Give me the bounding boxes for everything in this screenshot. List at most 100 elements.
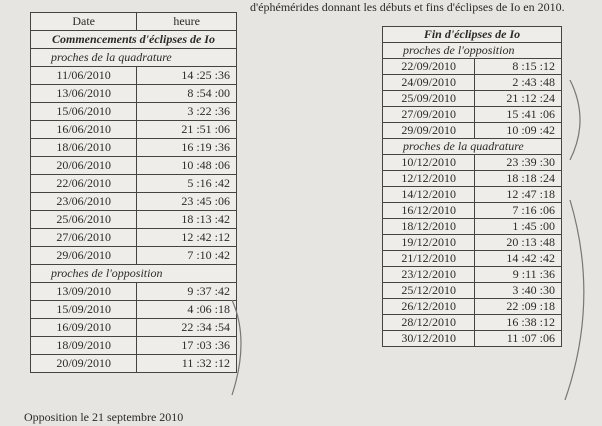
data-row: 26/12/2010 22 :09 :18 <box>381 298 562 315</box>
time-cell: 9 :11 :36 <box>474 266 562 283</box>
header-cell: heure <box>136 12 237 31</box>
data-row: 11/06/2010 14 :25 :36 <box>29 66 237 85</box>
section-label: proches de la quadrature <box>30 48 237 67</box>
date-cell: 15/09/2010 <box>29 300 138 319</box>
date-cell: 27/06/2010 <box>29 228 138 247</box>
time-cell: 14 :42 :42 <box>474 250 562 267</box>
date-cell: 19/12/2010 <box>381 234 476 251</box>
end-table: Fin d'éclipses de Io proches de l'opposit… <box>381 26 562 347</box>
date-cell: 29/09/2010 <box>381 122 476 139</box>
date-cell: 14/12/2010 <box>381 186 476 203</box>
data-row: 15/09/2010 4 :06 :18 <box>29 300 237 319</box>
data-row: 22/06/2010 5 :16 :42 <box>29 174 237 193</box>
time-cell: 7 :16 :06 <box>474 202 562 219</box>
data-row: 18/12/2010 1 :45 :00 <box>381 218 562 235</box>
date-cell: 29/06/2010 <box>29 246 138 265</box>
time-cell: 2 :43 :48 <box>474 74 562 91</box>
time-cell: 16 :19 :36 <box>136 138 237 157</box>
time-cell: 11 :07 :06 <box>474 330 562 347</box>
date-cell: 30/12/2010 <box>381 330 476 347</box>
section-label: proches de l'opposition <box>30 264 237 283</box>
data-row: 16/12/2010 7 :16 :06 <box>381 202 562 219</box>
section-label: proches de la quadrature <box>382 138 562 155</box>
data-row: 13/09/2010 9 :37 :42 <box>29 282 237 301</box>
section-row: proches de l'opposition <box>30 264 237 283</box>
date-cell: 23/12/2010 <box>381 266 476 283</box>
data-row: 16/06/2010 21 :51 :06 <box>29 120 237 139</box>
date-cell: 26/12/2010 <box>381 298 476 315</box>
time-cell: 20 :13 :48 <box>474 234 562 251</box>
date-cell: 11/06/2010 <box>29 66 138 85</box>
data-row: 23/12/2010 9 :11 :36 <box>381 266 562 283</box>
date-cell: 25/06/2010 <box>29 210 138 229</box>
data-row: 18/09/2010 17 :03 :36 <box>29 336 237 355</box>
time-cell: 9 :37 :42 <box>136 282 237 301</box>
time-cell: 8 :54 :00 <box>136 84 237 103</box>
time-cell: 15 :41 :06 <box>474 106 562 123</box>
data-row: 29/09/2010 10 :09 :42 <box>381 122 562 139</box>
date-cell: 16/09/2010 <box>29 318 138 337</box>
data-row: 28/12/2010 16 :38 :12 <box>381 314 562 331</box>
time-cell: 21 :12 :24 <box>474 90 562 107</box>
section-label: proches de l'opposition <box>382 42 562 59</box>
date-cell: 28/12/2010 <box>381 314 476 331</box>
section-row: proches de la quadrature <box>382 138 562 155</box>
data-row: 15/06/2010 3 :22 :36 <box>29 102 237 121</box>
data-row: 20/06/2010 10 :48 :06 <box>29 156 237 175</box>
data-row: 29/06/2010 7 :10 :42 <box>29 246 237 265</box>
date-cell: 10/12/2010 <box>381 154 476 171</box>
date-cell: 18/09/2010 <box>29 336 138 355</box>
date-cell: 27/09/2010 <box>381 106 476 123</box>
title-row: Fin d'éclipses de Io <box>382 26 562 43</box>
note: Opposition le 21 septembre 2010 <box>24 410 184 424</box>
data-row: 25/12/2010 3 :40 :30 <box>381 282 562 299</box>
time-cell: 1 :45 :00 <box>474 218 562 235</box>
time-cell: 7 :10 :42 <box>136 246 237 265</box>
time-cell: 18 :13 :42 <box>136 210 237 229</box>
time-cell: 17 :03 :36 <box>136 336 237 355</box>
data-row: 16/09/2010 22 :34 :54 <box>29 318 237 337</box>
date-cell: 22/09/2010 <box>381 58 476 75</box>
title-row: Commencements d'éclipses de Io <box>30 30 237 49</box>
date-cell: 20/06/2010 <box>29 156 138 175</box>
date-cell: 18/12/2010 <box>381 218 476 235</box>
time-cell: 10 :09 :42 <box>474 122 562 139</box>
date-cell: 23/06/2010 <box>29 192 138 211</box>
time-cell: 22 :09 :18 <box>474 298 562 315</box>
caption: d'éphémérides donnant les débuts et fins… <box>250 0 565 14</box>
time-cell: 18 :18 :24 <box>474 170 562 187</box>
date-cell: 18/06/2010 <box>29 138 138 157</box>
time-cell: 10 :48 :06 <box>136 156 237 175</box>
brace <box>569 79 581 161</box>
section-row: proches de la quadrature <box>30 48 237 67</box>
date-cell: 16/12/2010 <box>381 202 476 219</box>
time-cell: 5 :16 :42 <box>136 174 237 193</box>
data-row: 27/09/2010 15 :41 :06 <box>381 106 562 123</box>
date-cell: 22/06/2010 <box>29 174 138 193</box>
time-cell: 23 :45 :06 <box>136 192 237 211</box>
date-cell: 25/09/2010 <box>381 90 476 107</box>
data-row: 23/06/2010 23 :45 :06 <box>29 192 237 211</box>
data-row: 18/06/2010 16 :19 :36 <box>29 138 237 157</box>
date-cell: 24/09/2010 <box>381 74 476 91</box>
start-table: Date heure Commencements d'éclipses de Io p… <box>29 12 237 373</box>
date-cell: 15/06/2010 <box>29 102 138 121</box>
data-row: 22/09/2010 8 :15 :12 <box>381 58 562 75</box>
data-row: 13/06/2010 8 :54 :00 <box>29 84 237 103</box>
time-cell: 23 :39 :30 <box>474 154 562 171</box>
header-row: Date heure <box>29 12 237 31</box>
time-cell: 8 :15 :12 <box>474 58 562 75</box>
time-cell: 14 :25 :36 <box>136 66 237 85</box>
data-row: 25/06/2010 18 :13 :42 <box>29 210 237 229</box>
table-title: Fin d'éclipses de Io <box>382 26 562 43</box>
data-row: 10/12/2010 23 :39 :30 <box>381 154 562 171</box>
date-cell: 21/12/2010 <box>381 250 476 267</box>
date-cell: 25/12/2010 <box>381 282 476 299</box>
section-row: proches de l'opposition <box>382 42 562 59</box>
data-row: 30/12/2010 11 :07 :06 <box>381 330 562 347</box>
table-title: Commencements d'éclipses de Io <box>30 30 237 49</box>
header-cell: Date <box>29 12 138 31</box>
time-cell: 3 :22 :36 <box>136 102 237 121</box>
data-row: 25/09/2010 21 :12 :24 <box>381 90 562 107</box>
data-row: 12/12/2010 18 :18 :24 <box>381 170 562 187</box>
